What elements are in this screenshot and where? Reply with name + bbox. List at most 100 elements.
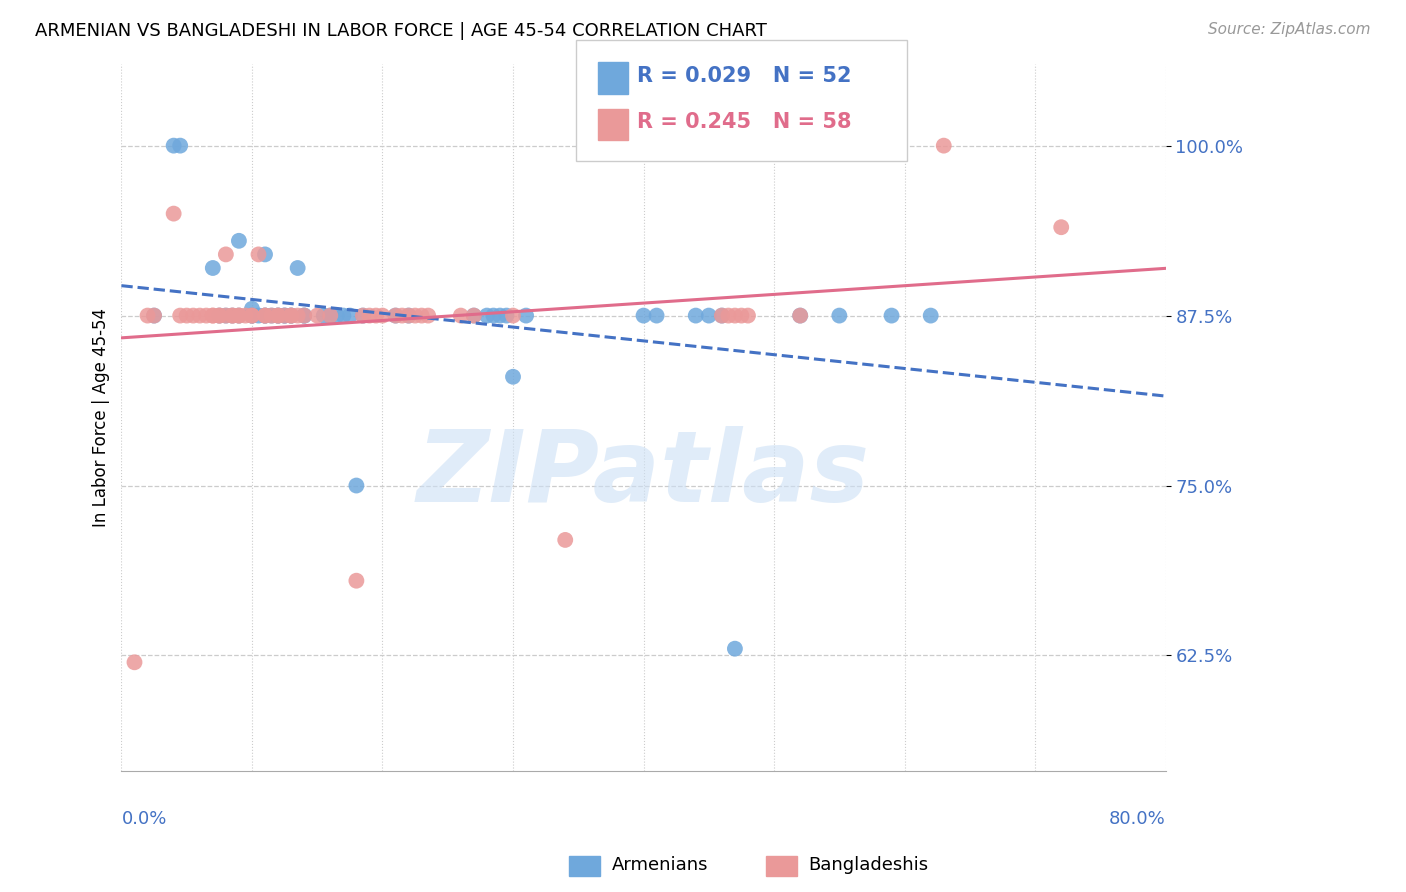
- Point: [789, 309, 811, 323]
- Point: [253, 309, 276, 323]
- Point: [404, 309, 426, 323]
- Point: [287, 260, 309, 275]
- Point: [319, 309, 342, 323]
- Point: [332, 309, 354, 323]
- Point: [344, 478, 367, 492]
- Point: [280, 309, 302, 323]
- Point: [143, 309, 166, 323]
- Point: [292, 309, 315, 323]
- Point: [143, 309, 166, 323]
- Point: [124, 655, 146, 669]
- Y-axis label: In Labor Force | Age 45-54: In Labor Force | Age 45-54: [93, 308, 110, 527]
- Point: [495, 309, 517, 323]
- Point: [502, 309, 524, 323]
- Point: [280, 309, 302, 323]
- Text: ARMENIAN VS BANGLADESHI IN LABOR FORCE | AGE 45-54 CORRELATION CHART: ARMENIAN VS BANGLADESHI IN LABOR FORCE |…: [35, 22, 768, 40]
- Point: [489, 309, 512, 323]
- Point: [260, 309, 283, 323]
- Point: [339, 309, 361, 323]
- Text: 80.0%: 80.0%: [1109, 810, 1166, 828]
- Point: [240, 309, 263, 323]
- Point: [1050, 220, 1073, 235]
- Point: [352, 309, 374, 323]
- Point: [724, 641, 747, 656]
- Point: [253, 309, 276, 323]
- Point: [280, 309, 302, 323]
- Point: [208, 309, 231, 323]
- Point: [554, 533, 576, 547]
- Point: [359, 309, 381, 323]
- Point: [384, 309, 406, 323]
- Point: [228, 309, 250, 323]
- Point: [391, 309, 413, 323]
- Point: [247, 309, 270, 323]
- Point: [221, 309, 243, 323]
- Point: [181, 309, 204, 323]
- Point: [201, 309, 224, 323]
- Point: [920, 309, 942, 323]
- Point: [215, 247, 238, 261]
- Point: [828, 309, 851, 323]
- Point: [418, 309, 440, 323]
- Point: [364, 309, 387, 323]
- Point: [398, 309, 420, 323]
- Point: [163, 206, 186, 220]
- Point: [221, 309, 243, 323]
- Point: [710, 309, 733, 323]
- Point: [398, 309, 420, 323]
- Point: [475, 309, 498, 323]
- Point: [319, 309, 342, 323]
- Point: [253, 309, 276, 323]
- Point: [344, 574, 367, 588]
- Point: [645, 309, 668, 323]
- Text: Armenians: Armenians: [612, 856, 709, 874]
- Point: [228, 234, 250, 248]
- Point: [240, 309, 263, 323]
- Point: [260, 309, 283, 323]
- Point: [724, 309, 747, 323]
- Point: [710, 309, 733, 323]
- Point: [287, 309, 309, 323]
- Point: [228, 309, 250, 323]
- Text: R = 0.029   N = 52: R = 0.029 N = 52: [637, 66, 852, 86]
- Point: [267, 309, 290, 323]
- Text: Bangladeshis: Bangladeshis: [808, 856, 928, 874]
- Point: [188, 309, 211, 323]
- Point: [253, 309, 276, 323]
- Point: [136, 309, 159, 323]
- Text: ZIPatlas: ZIPatlas: [418, 425, 870, 523]
- Point: [247, 247, 270, 261]
- Point: [352, 309, 374, 323]
- Text: R = 0.245   N = 58: R = 0.245 N = 58: [637, 112, 852, 132]
- Point: [932, 138, 955, 153]
- Point: [737, 309, 759, 323]
- Point: [169, 138, 191, 153]
- Point: [163, 138, 186, 153]
- Point: [482, 309, 505, 323]
- Point: [235, 309, 257, 323]
- Point: [169, 309, 191, 323]
- Point: [195, 309, 218, 323]
- Point: [371, 309, 394, 323]
- Point: [221, 309, 243, 323]
- Point: [240, 309, 263, 323]
- Point: [215, 309, 238, 323]
- Point: [307, 309, 329, 323]
- Point: [411, 309, 433, 323]
- Point: [253, 247, 276, 261]
- Point: [463, 309, 485, 323]
- Point: [208, 309, 231, 323]
- Point: [240, 309, 263, 323]
- Point: [292, 309, 315, 323]
- Point: [450, 309, 472, 323]
- Point: [292, 309, 315, 323]
- Point: [273, 309, 295, 323]
- Point: [273, 309, 295, 323]
- Point: [697, 309, 720, 323]
- Point: [280, 309, 302, 323]
- Point: [502, 369, 524, 384]
- Point: [273, 309, 295, 323]
- Point: [228, 309, 250, 323]
- Point: [730, 309, 752, 323]
- Point: [633, 309, 655, 323]
